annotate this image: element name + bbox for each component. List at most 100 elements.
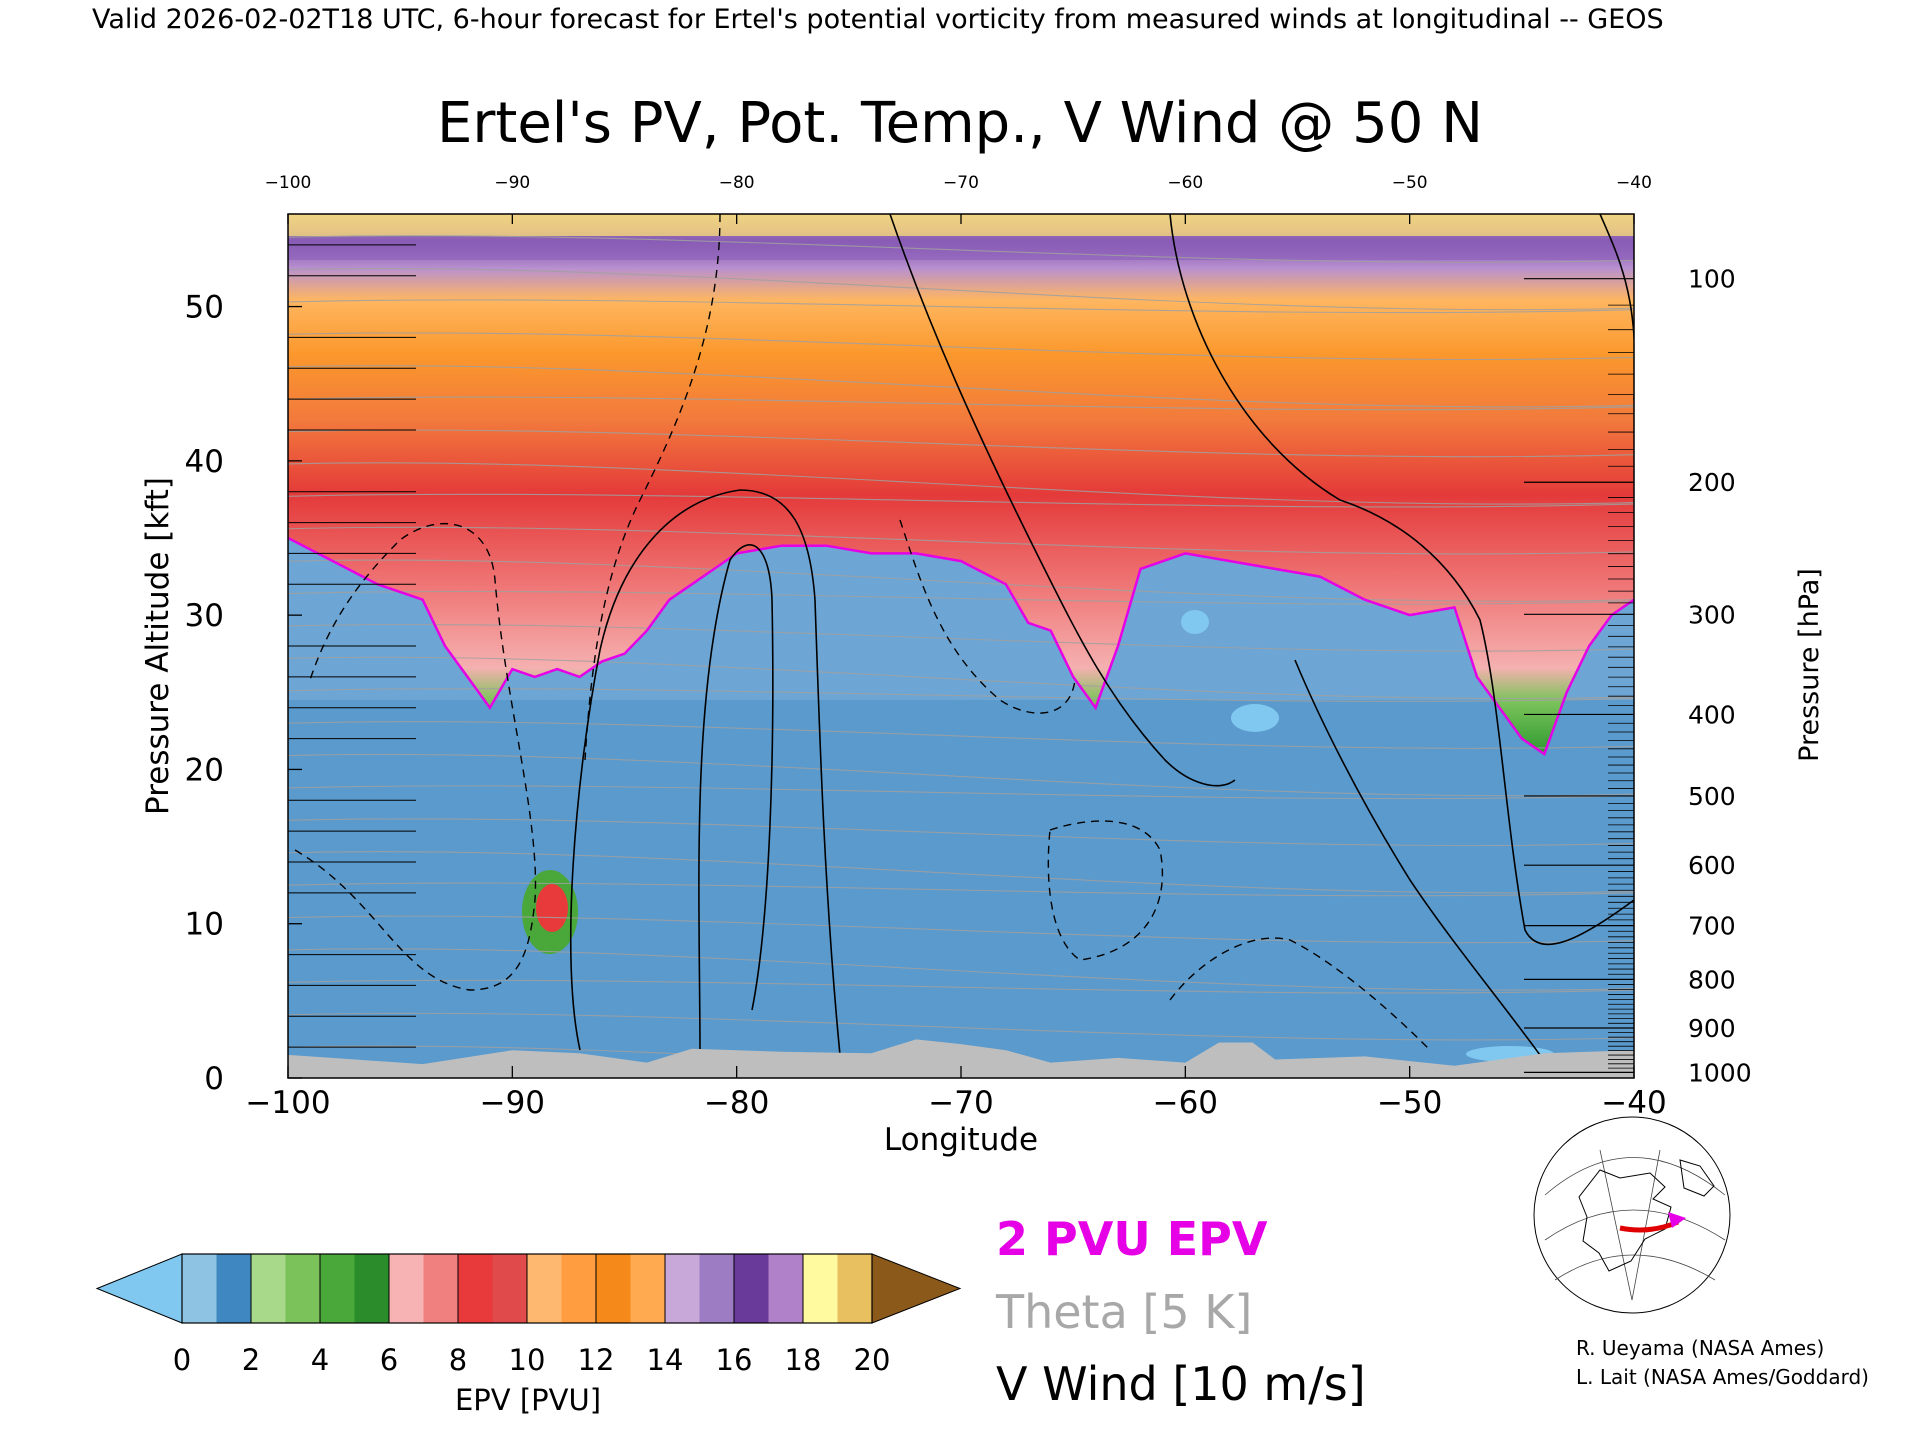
lower-trop-fill <box>288 700 1634 1078</box>
pressure-tick-label: 100 <box>1688 265 1736 294</box>
colorbar-tick-label: 0 <box>173 1343 191 1377</box>
x-axis: −100 −90 −80 −70 −60 −50 −40 <box>245 1066 1667 1121</box>
inset-map-globe <box>1533 1116 1731 1314</box>
x-tick-label: −70 <box>928 1085 993 1121</box>
theta-contour <box>288 915 1634 944</box>
colorbar-segment <box>423 1254 459 1323</box>
header-caption: Valid 2026-02-02T18 UTC, 6-hour forecast… <box>92 4 1664 35</box>
colorbar-segment <box>251 1254 286 1323</box>
theta-contour <box>288 462 1634 505</box>
x-top-tick-label: −80 <box>719 173 755 193</box>
y-tick-label: 30 <box>185 598 224 634</box>
colorbar-segment <box>699 1254 735 1323</box>
colorbar-segment <box>527 1254 562 1323</box>
vwind-contour-10-east <box>1169 214 1634 946</box>
x-top-tick-label: −40 <box>1616 173 1652 193</box>
colorbar-segment <box>182 1254 217 1323</box>
theta-contour <box>288 299 1634 314</box>
inset-map-frame <box>1535 1148 1730 1298</box>
theta-contour <box>288 656 1634 700</box>
x-axis-label: Longitude <box>884 1122 1038 1158</box>
pressure-tick-label: 900 <box>1688 1014 1736 1043</box>
colorbar-segment <box>458 1254 493 1323</box>
theta-contour <box>288 785 1634 800</box>
pressure-tick-label: 600 <box>1688 851 1736 880</box>
theta-contour <box>288 851 1634 894</box>
colorbar-segment <box>768 1254 804 1323</box>
theta-contour <box>288 493 1634 508</box>
theta-contour <box>288 429 1634 458</box>
x-top-tick-label: −90 <box>494 173 530 193</box>
y2-axis-label: Pressure [hPa] <box>1794 568 1825 762</box>
x-tick-label: −60 <box>1153 1085 1218 1121</box>
colorbar-segment <box>803 1254 838 1323</box>
theta-contour <box>288 235 1634 263</box>
pressure-tick-label: 300 <box>1688 600 1736 629</box>
theta-contours <box>288 235 1634 1078</box>
theta-contour <box>288 267 1634 311</box>
theta-contour <box>288 818 1634 847</box>
inset-map <box>1533 1116 1731 1314</box>
legend-entry: 2 PVU EPV <box>996 1212 1268 1266</box>
legend-entry: V Wind [10 m/s] <box>996 1357 1366 1411</box>
pressure-tick-label: 800 <box>1688 965 1736 994</box>
vwind-contour-0-ne <box>1599 214 1634 400</box>
colorbar-tick-label: 4 <box>311 1343 329 1377</box>
lightblue-patch-2 <box>1181 610 1209 634</box>
y-axis-left: 0 10 20 30 40 50 <box>185 244 416 1097</box>
lightblue-patch <box>1231 704 1279 732</box>
y-axis-label: Pressure Altitude [kft] <box>140 477 176 815</box>
x-top-tick-label: −70 <box>943 173 979 193</box>
credit-line-2: L. Lait (NASA Ames/Goddard) <box>1576 1365 1869 1389</box>
x-top-tick-label: −60 <box>1167 173 1203 193</box>
vwind-contour-neg10-west <box>294 523 537 991</box>
y-tick-label: 0 <box>204 1061 224 1097</box>
colorbar-segment <box>596 1254 631 1323</box>
inset-map-track-marker <box>1668 1212 1686 1228</box>
theta-contour <box>288 365 1634 408</box>
colorbar-segment <box>734 1254 769 1323</box>
colorbar-tick-label: 12 <box>578 1343 615 1377</box>
colorbar-over-triangle <box>871 1253 962 1324</box>
y-tick-label: 50 <box>185 290 224 326</box>
vwind-contour-0-west <box>569 489 841 1056</box>
inset-map-graticule <box>1544 1149 1726 1301</box>
colorbar-tick-label: 2 <box>242 1343 260 1377</box>
colorbar-tick-label: 20 <box>854 1343 891 1377</box>
x-tick-label: −50 <box>1377 1085 1442 1121</box>
vwind-contours <box>569 214 1634 1056</box>
colorbar-tick-label: 6 <box>380 1343 398 1377</box>
colorbar-segment <box>389 1254 424 1323</box>
pressure-tick-label: 400 <box>1688 700 1736 729</box>
colorbar-segment <box>630 1254 666 1323</box>
y-tick-label: 40 <box>185 444 224 480</box>
pressure-tick-label: 1000 <box>1688 1058 1752 1087</box>
y-axis-right-pressure: 100 200 300 400 500 600 700 800 900 1000 <box>1524 265 1752 1087</box>
legend: 2 PVU EPV Theta [5 K] V Wind [10 m/s] <box>995 1212 1366 1411</box>
vwind-contour-neg10-low <box>1169 937 1431 1051</box>
x-tick-label: −80 <box>704 1085 769 1121</box>
theta-contour <box>288 979 1634 994</box>
terrain-mask <box>288 1039 1634 1078</box>
x-top-tick-label: −50 <box>1392 173 1428 193</box>
theta-contour <box>288 396 1634 411</box>
pv-anomaly-core <box>536 884 568 932</box>
x-tick-label: −40 <box>1601 1085 1666 1121</box>
theta-contour <box>288 1012 1634 1041</box>
colorbar-tick-label: 10 <box>509 1343 546 1377</box>
pvu2-contour <box>288 536 1634 756</box>
x-tick-label: −90 <box>480 1085 545 1121</box>
theta-contour <box>288 882 1634 897</box>
colorbar-label: EPV [PVU] <box>455 1383 601 1417</box>
legend-entry: Theta [5 K] <box>995 1285 1252 1339</box>
colorbar-segment <box>561 1254 597 1323</box>
theta-contour <box>288 623 1634 652</box>
theta-contour <box>288 559 1634 602</box>
vwind-dashed-contours <box>294 214 1431 1051</box>
vwind-contour-0-east <box>1294 659 1541 1056</box>
vwind-contour-10 <box>698 544 774 1056</box>
pressure-tick-label: 500 <box>1688 782 1736 811</box>
plot-area <box>288 214 1634 1078</box>
theta-contour <box>288 753 1634 797</box>
